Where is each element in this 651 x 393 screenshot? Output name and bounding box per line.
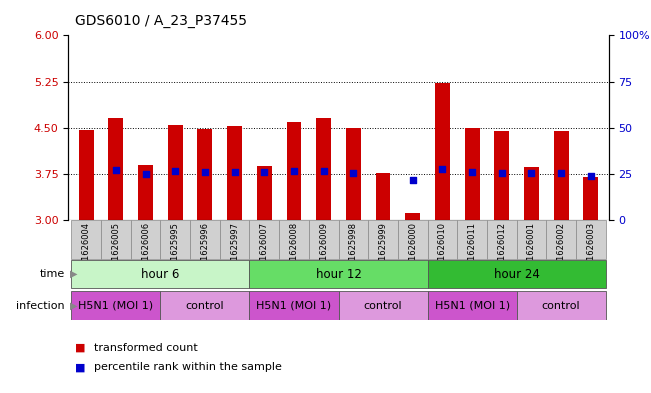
Text: GSM1625995: GSM1625995 bbox=[171, 222, 180, 278]
Bar bbox=[72, 220, 101, 259]
Bar bbox=[583, 177, 598, 220]
Bar bbox=[79, 130, 94, 220]
Bar bbox=[346, 128, 361, 220]
Bar bbox=[428, 260, 605, 288]
Bar bbox=[309, 220, 339, 259]
Bar bbox=[554, 131, 568, 220]
Text: ■: ■ bbox=[75, 362, 85, 373]
Bar bbox=[249, 260, 428, 288]
Bar bbox=[465, 128, 480, 220]
Point bbox=[408, 177, 418, 183]
Bar bbox=[435, 83, 450, 220]
Text: hour 24: hour 24 bbox=[493, 268, 540, 281]
Text: GSM1626005: GSM1626005 bbox=[111, 222, 120, 278]
Bar bbox=[398, 220, 428, 259]
Point bbox=[497, 169, 507, 176]
Bar bbox=[72, 292, 160, 320]
Point bbox=[141, 171, 151, 177]
Point bbox=[467, 169, 477, 175]
Point bbox=[289, 168, 299, 174]
Point bbox=[586, 173, 596, 179]
Bar bbox=[368, 220, 398, 259]
Bar bbox=[257, 166, 271, 220]
Text: time: time bbox=[40, 269, 65, 279]
Text: GSM1626011: GSM1626011 bbox=[467, 222, 477, 278]
Text: GSM1626006: GSM1626006 bbox=[141, 222, 150, 278]
Bar bbox=[72, 260, 249, 288]
Bar bbox=[457, 220, 487, 259]
Text: GSM1626004: GSM1626004 bbox=[81, 222, 90, 278]
Bar bbox=[168, 125, 183, 220]
Text: GSM1626010: GSM1626010 bbox=[438, 222, 447, 278]
Bar bbox=[339, 292, 428, 320]
Point bbox=[348, 169, 359, 176]
Text: GSM1626007: GSM1626007 bbox=[260, 222, 269, 278]
Text: GSM1626008: GSM1626008 bbox=[290, 222, 299, 278]
Point bbox=[229, 169, 240, 175]
Bar bbox=[249, 220, 279, 259]
Bar bbox=[227, 127, 242, 220]
Bar bbox=[249, 292, 339, 320]
Point bbox=[318, 168, 329, 174]
Bar bbox=[376, 173, 391, 220]
Bar bbox=[197, 129, 212, 220]
Point bbox=[526, 169, 536, 176]
Text: transformed count: transformed count bbox=[94, 343, 198, 353]
Text: GSM1626009: GSM1626009 bbox=[319, 222, 328, 278]
Bar bbox=[576, 220, 605, 259]
Bar bbox=[524, 167, 539, 220]
Point bbox=[200, 169, 210, 175]
Bar bbox=[286, 121, 301, 220]
Text: GSM1626000: GSM1626000 bbox=[408, 222, 417, 278]
Bar bbox=[406, 213, 420, 220]
Point bbox=[111, 167, 121, 173]
Text: GDS6010 / A_23_P37455: GDS6010 / A_23_P37455 bbox=[75, 14, 247, 28]
Bar bbox=[138, 165, 153, 220]
Point bbox=[437, 166, 448, 172]
Bar bbox=[316, 119, 331, 220]
Bar bbox=[517, 292, 605, 320]
Point bbox=[259, 169, 270, 175]
Text: H5N1 (MOI 1): H5N1 (MOI 1) bbox=[256, 301, 331, 310]
Point bbox=[170, 168, 180, 174]
Text: hour 12: hour 12 bbox=[316, 268, 361, 281]
Bar bbox=[494, 131, 509, 220]
Point bbox=[556, 169, 566, 176]
Text: control: control bbox=[542, 301, 581, 310]
Text: GSM1626001: GSM1626001 bbox=[527, 222, 536, 278]
Text: ■: ■ bbox=[75, 343, 85, 353]
Text: GSM1625997: GSM1625997 bbox=[230, 222, 239, 278]
Text: H5N1 (MOI 1): H5N1 (MOI 1) bbox=[78, 301, 154, 310]
Text: H5N1 (MOI 1): H5N1 (MOI 1) bbox=[435, 301, 510, 310]
Bar bbox=[109, 119, 123, 220]
Bar bbox=[190, 220, 220, 259]
Bar bbox=[160, 292, 249, 320]
Text: percentile rank within the sample: percentile rank within the sample bbox=[94, 362, 283, 373]
Text: control: control bbox=[186, 301, 224, 310]
Text: GSM1625998: GSM1625998 bbox=[349, 222, 358, 278]
Text: infection: infection bbox=[16, 301, 65, 310]
Text: GSM1626002: GSM1626002 bbox=[557, 222, 566, 278]
Text: GSM1625999: GSM1625999 bbox=[378, 222, 387, 278]
Bar bbox=[517, 220, 546, 259]
Text: ▶: ▶ bbox=[70, 301, 77, 310]
Text: hour 6: hour 6 bbox=[141, 268, 180, 281]
Bar bbox=[101, 220, 131, 259]
Bar bbox=[160, 220, 190, 259]
Bar bbox=[220, 220, 249, 259]
Bar bbox=[339, 220, 368, 259]
Text: GSM1626012: GSM1626012 bbox=[497, 222, 506, 278]
Text: GSM1626003: GSM1626003 bbox=[587, 222, 596, 278]
Bar bbox=[487, 220, 517, 259]
Bar bbox=[428, 220, 457, 259]
Bar bbox=[546, 220, 576, 259]
Bar bbox=[279, 220, 309, 259]
Text: GSM1625996: GSM1625996 bbox=[201, 222, 210, 278]
Text: control: control bbox=[364, 301, 402, 310]
Text: ▶: ▶ bbox=[70, 269, 77, 279]
Bar bbox=[428, 292, 517, 320]
Bar bbox=[131, 220, 160, 259]
